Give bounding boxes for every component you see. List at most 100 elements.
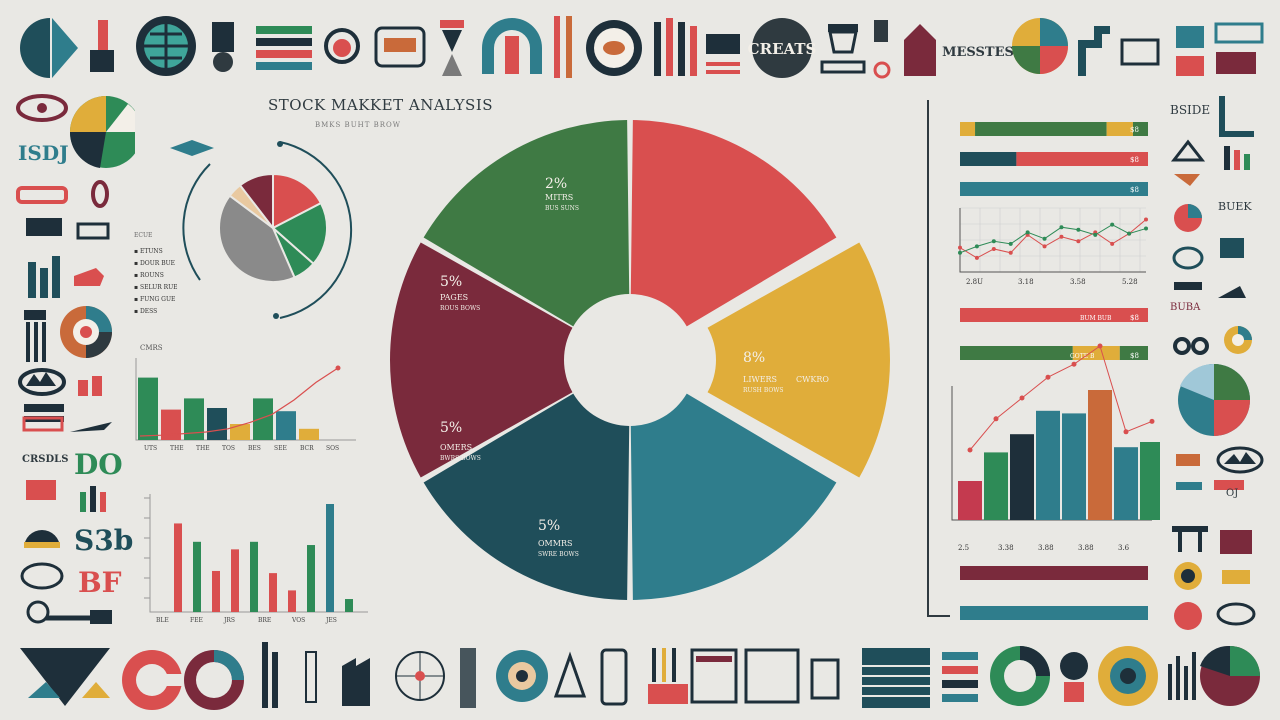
pie-chart-icon: [69, 96, 135, 168]
bar: [184, 398, 204, 440]
slice-sub: RUSH BOWS: [743, 387, 784, 394]
slice-name: OMMRS: [538, 539, 572, 548]
point: [1042, 244, 1047, 249]
small-pie-chart: [170, 140, 353, 319]
cart-icon: [1172, 238, 1244, 270]
bar: [230, 424, 250, 440]
stacked-bars-icon: [256, 26, 312, 70]
arch-icon: [482, 18, 542, 74]
point: [1019, 395, 1025, 401]
tick-label: JES: [325, 617, 337, 624]
briefcase-icon: [1174, 282, 1202, 290]
globe-icon: [395, 651, 445, 701]
crates-label: CREATS: [748, 40, 817, 58]
oj-label: OJ: [1226, 488, 1238, 499]
bar: [1114, 447, 1138, 520]
hbar-segment: [1132, 122, 1148, 136]
bar: [276, 411, 296, 440]
tick-label: BES: [248, 445, 261, 452]
bside-label: BSIDE: [1170, 103, 1210, 117]
legend-item: ▪ SELUR RUE: [134, 284, 178, 291]
hbar-segment: [1016, 152, 1148, 166]
point: [991, 246, 996, 251]
triangle-logo-icon: [20, 648, 110, 706]
slice-sub: ROUS BOWS: [440, 305, 480, 312]
factory-icon: [342, 658, 370, 706]
point: [1123, 429, 1129, 435]
bar: [1010, 434, 1034, 520]
bars-icon: [28, 256, 60, 298]
legend-item: ▪ ROUNS: [134, 272, 164, 279]
point: [1076, 239, 1081, 244]
grid-globe-icon: [136, 16, 196, 76]
point: [1059, 225, 1064, 230]
bars-icon: [942, 652, 978, 702]
arc-dot: [273, 313, 279, 319]
bottom-icon-strip: [20, 642, 1260, 710]
card-icon: [810, 658, 840, 700]
store-icon: [648, 648, 688, 704]
legend-item: ▪ DOUR BUE: [134, 260, 176, 267]
bar-value: $8: [1130, 156, 1139, 164]
pie-icon: [1178, 363, 1250, 436]
slice-pct: 8%: [743, 350, 765, 366]
tick-label: SOS: [326, 445, 339, 452]
point: [1127, 231, 1132, 236]
hbar-segment: [975, 122, 1107, 136]
sign-icon: [22, 416, 64, 432]
point: [1008, 241, 1013, 246]
slice-pct: 5%: [538, 518, 560, 534]
arc-dot: [277, 141, 283, 147]
fence-icon: [1214, 22, 1264, 74]
bar: [1088, 390, 1112, 520]
series-line: [959, 224, 1147, 254]
small-pie-legend: ECUE ▪ ETUNS ▪ DOUR BUE ▪ ROUNS ▪ SELUR …: [134, 230, 178, 318]
point: [991, 239, 996, 244]
point: [1059, 234, 1064, 239]
balance-icon: [1173, 337, 1209, 355]
bars2-icon: [1168, 652, 1196, 700]
slice-sub: BWRS BOWS: [440, 455, 481, 462]
runner-icon: [1224, 146, 1250, 170]
car-icon: [16, 186, 68, 204]
legend-item: ▪ ETUNS: [134, 248, 163, 255]
tick-label: 3.18: [1018, 278, 1034, 286]
small-bar-title: CMRS: [140, 344, 163, 352]
bottom-left-bar-chart: BLE FEE JRS BRE VOS JES: [144, 494, 368, 624]
slice-sub: SWRE BOWS: [538, 551, 579, 558]
pie-slice: [423, 393, 630, 600]
point: [958, 250, 962, 255]
tent-icon: [1170, 139, 1206, 162]
pie-chart-icon: [1012, 18, 1068, 74]
point: [1144, 226, 1148, 231]
isdj-label: ISDJ: [18, 141, 69, 165]
tick-label: UTS: [144, 445, 157, 452]
tick-label: 3.6: [1118, 544, 1130, 552]
table-icon: [1172, 526, 1208, 552]
ring-icon: [184, 650, 244, 710]
hbar-segment: [1119, 346, 1148, 360]
point: [1149, 418, 1155, 424]
small-bar-chart: CMRS UTS THE THE TOS BES SEE BCR SOS: [135, 344, 356, 452]
pie-slice: [390, 242, 573, 478]
center-pie-chart: 2% MITRS BUS SUNS 5% PAGES ROUS BOWS 8% …: [390, 120, 890, 600]
gauge-icon: [1060, 646, 1158, 706]
hbar-segment: [960, 122, 976, 136]
point: [993, 416, 999, 422]
building-icon: [904, 24, 936, 76]
figure-icon: [305, 651, 317, 703]
top-icon-strip: CREATS MESSTES: [20, 16, 1264, 79]
tick-label: SEE: [274, 445, 287, 452]
bar: [193, 541, 201, 612]
buba-label: BUBA: [1170, 302, 1201, 313]
press-icon: MESSTES: [942, 45, 1014, 60]
do-label: DO: [74, 448, 123, 481]
robot-icon: [600, 648, 628, 706]
columns-icon: [24, 310, 46, 362]
tick-label: 3.58: [1070, 278, 1086, 286]
ring-chart-icon: [990, 646, 1050, 706]
tower-icon: [262, 642, 278, 708]
slice-sub: BUS SUNS: [545, 205, 579, 212]
slice-name: OMERS: [440, 443, 472, 452]
tick-label: BLE: [156, 617, 169, 624]
